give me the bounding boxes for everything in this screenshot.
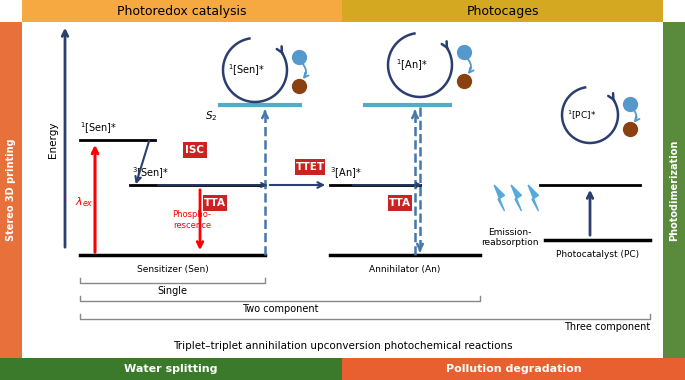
FancyBboxPatch shape (183, 142, 208, 158)
Text: ISC: ISC (186, 145, 205, 155)
Text: Triplet–triplet annihilation upconversion photochemical reactions: Triplet–triplet annihilation upconversio… (173, 341, 512, 351)
Text: TTET: TTET (295, 162, 325, 172)
Text: TTA: TTA (389, 198, 411, 208)
Text: $^1$[PC]*: $^1$[PC]* (567, 108, 597, 122)
Text: $^3$[An]*: $^3$[An]* (330, 165, 362, 181)
Text: Emission-
reabsorption: Emission- reabsorption (482, 228, 538, 247)
Bar (0, 358, 342, 380)
FancyBboxPatch shape (203, 195, 227, 211)
Text: $\lambda_{ex}$: $\lambda_{ex}$ (75, 196, 93, 209)
Polygon shape (511, 185, 521, 211)
Text: Annihilator (An): Annihilator (An) (369, 265, 440, 274)
Text: Energy: Energy (48, 122, 58, 158)
Bar (663, 22, 685, 358)
Text: $^3$[Sen]*: $^3$[Sen]* (132, 165, 169, 181)
Text: Stereo 3D printing: Stereo 3D printing (6, 139, 16, 241)
Text: TTA: TTA (204, 198, 226, 208)
Text: Single: Single (158, 286, 188, 296)
Polygon shape (528, 185, 538, 211)
Text: $S_2$: $S_2$ (205, 109, 217, 123)
Text: Three component: Three component (564, 322, 650, 332)
Text: Phospho-
rescence: Phospho- rescence (173, 210, 212, 230)
Bar (342, 0, 663, 22)
Polygon shape (494, 185, 504, 211)
Bar (342, 358, 685, 380)
Text: Photocages: Photocages (466, 5, 539, 17)
Text: Photodimerization: Photodimerization (669, 139, 679, 241)
FancyBboxPatch shape (295, 159, 325, 175)
Text: Pollution degradation: Pollution degradation (446, 364, 582, 374)
Text: Two component: Two component (242, 304, 319, 314)
Text: Photoredox catalysis: Photoredox catalysis (118, 5, 247, 17)
Text: $^1$[Sen]*: $^1$[Sen]* (228, 62, 266, 78)
Text: Photocatalyst (PC): Photocatalyst (PC) (556, 250, 639, 259)
Bar (0, 22, 22, 358)
Text: $^1$[An]*: $^1$[An]* (396, 57, 428, 73)
Bar (22, 0, 342, 22)
Text: Water splitting: Water splitting (125, 364, 218, 374)
Text: $^1$[Sen]*: $^1$[Sen]* (80, 120, 117, 136)
FancyBboxPatch shape (388, 195, 412, 211)
Text: Sensitizer (Sen): Sensitizer (Sen) (136, 265, 208, 274)
